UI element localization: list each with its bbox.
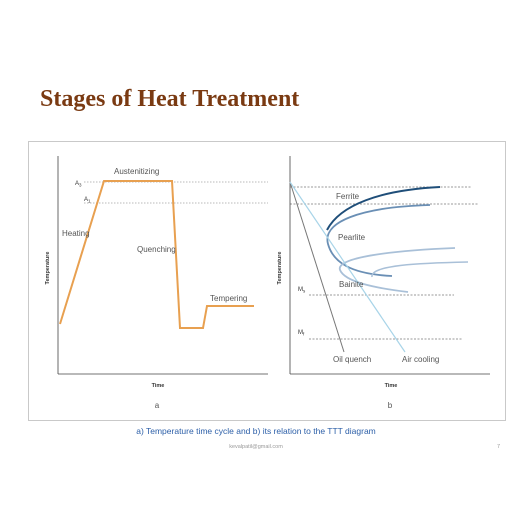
bainite-finish-curve	[371, 261, 469, 278]
diagram-a: A3 A1 Austenitizing Heating Quenching Te…	[45, 156, 268, 410]
page-number: 7	[497, 444, 501, 450]
bainite-start-curve	[339, 247, 456, 293]
air-cooling-label: Air cooling	[402, 355, 439, 364]
austenitizing-label: Austenitizing	[114, 167, 159, 176]
a1-label: A1	[84, 197, 91, 204]
pearlite-label: Pearlite	[338, 233, 366, 242]
footer-email: kevalpatil@gmail.com	[229, 444, 283, 450]
diagram-b: Ferrite Pearlite Bainite Ms Mf Oil quenc…	[277, 156, 490, 410]
diagram-b-x-axis-label: Time	[385, 383, 398, 389]
diagram-b-panel-label: b	[388, 401, 393, 410]
heating-label: Heating	[62, 229, 90, 238]
diagram-a-panel-label: a	[155, 401, 160, 410]
air-cooling-line	[289, 181, 406, 353]
ferrite-label: Ferrite	[336, 192, 360, 201]
oil-quench-line	[289, 181, 345, 353]
quenching-label: Quenching	[137, 245, 176, 254]
bainite-label: Bainite	[339, 280, 364, 289]
diagram-a-y-axis-label: Temperature	[45, 252, 51, 285]
mf-label: Mf	[298, 330, 305, 337]
diagram-b-y-axis-label: Temperature	[277, 252, 283, 285]
slide-title: Stages of Heat Treatment	[40, 86, 300, 112]
pearlite-start-curve	[326, 204, 431, 277]
ferrite-curve	[326, 186, 441, 231]
ms-label: Ms	[298, 287, 306, 294]
heat-treatment-cycle-line	[59, 180, 254, 329]
tempering-label: Tempering	[210, 294, 247, 303]
figure-caption: a) Temperature time cycle and b) its rel…	[136, 426, 376, 436]
oil-quench-label: Oil quench	[333, 355, 371, 364]
diagram-a-x-axis-label: Time	[152, 383, 165, 389]
a3-label: A3	[75, 181, 82, 188]
